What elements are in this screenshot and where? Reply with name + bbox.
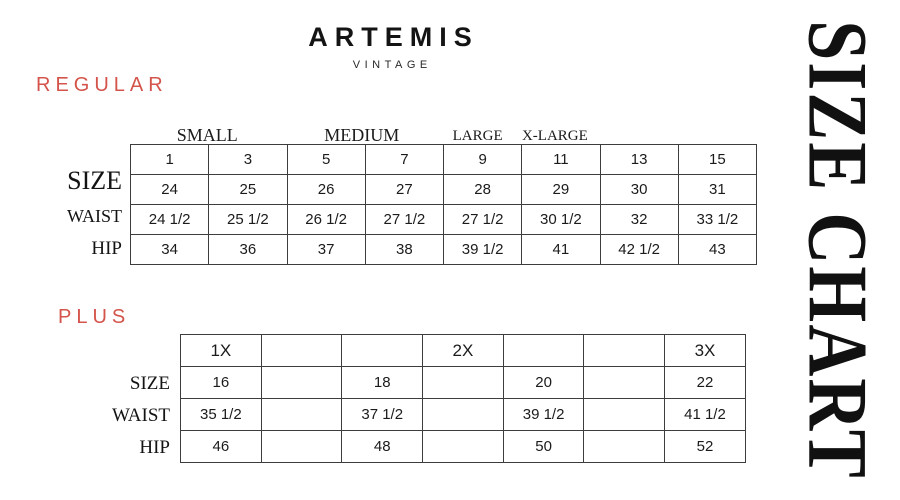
table-cell-empty xyxy=(583,366,666,399)
regular-row-label-gutter: SIZE WAIST HIP xyxy=(10,122,122,272)
table-cell-empty xyxy=(260,430,343,463)
table-cell-empty xyxy=(583,430,666,463)
table-cell: 24 xyxy=(129,174,210,205)
brand-subtitle: VINTAGE xyxy=(352,59,432,71)
category-label-small: SMALL xyxy=(176,125,238,145)
table-cell: 48 xyxy=(341,430,424,463)
side-title-size-chart: SIZE CHART xyxy=(790,20,885,480)
table-cell: 32 xyxy=(599,204,679,235)
regular-row-label-waist: WAIST xyxy=(67,206,122,226)
table-cell: 26 xyxy=(286,174,366,205)
regular-size-table: 1 3 5 7 9 11 13 15 24 25 26 27 28 29 30 31 24 1/2 25 1/2 2… xyxy=(129,144,758,265)
table-cell: 15 xyxy=(677,144,758,175)
table-cell: 30 1/2 xyxy=(521,204,601,235)
table-cell: 37 1/2 xyxy=(341,398,424,431)
table-cell-empty xyxy=(422,430,504,463)
table-cell-empty xyxy=(422,366,504,399)
table-cell: 1 xyxy=(129,144,210,175)
plus-row-label-size: SIZE xyxy=(129,373,170,394)
table-cell: 29 xyxy=(521,174,601,205)
plus-row-label-hip: HIP xyxy=(139,437,170,458)
section-label-regular: REGULAR xyxy=(36,74,168,96)
table-cell-empty xyxy=(260,398,343,431)
table-cell: 27 1/2 xyxy=(364,204,445,235)
table-row: 24 1/2 25 1/2 26 1/2 27 1/2 27 1/2 30 1/2 32 33… xyxy=(129,204,758,235)
table-cell: 31 xyxy=(677,174,758,205)
table-cell: 24 1/2 xyxy=(129,204,210,235)
table-cell: 41 1/2 xyxy=(664,398,746,431)
table-cell: 36 xyxy=(208,234,288,265)
table-cell: 22 xyxy=(664,366,746,399)
table-cell: 18 xyxy=(341,366,424,399)
table-cell: 25 xyxy=(208,174,288,205)
table-cell: 52 xyxy=(664,430,746,463)
table-cell: 26 1/2 xyxy=(286,204,366,235)
table-cell: 11 xyxy=(521,144,601,175)
category-label-large: LARGE xyxy=(452,128,503,144)
brand-name: ARTEMIS xyxy=(308,22,479,52)
table-cell: 35 1/2 xyxy=(180,398,262,431)
side-title-container: SIZE CHART xyxy=(775,0,900,500)
plus-size-chart-block: SIZE WAIST HIP 1X 2X 3X 16 18 20 22 35 1/2 37 1/… xyxy=(112,334,746,463)
regular-row-label-size: SIZE xyxy=(67,166,122,195)
table-cell: 38 xyxy=(364,234,445,265)
regular-size-chart-block: SMALL MEDIUM LARGE X-LARGE SIZE WAIST HIP 1… xyxy=(67,122,758,265)
table-cell: 27 xyxy=(364,174,445,205)
table-cell: 25 1/2 xyxy=(208,204,288,235)
plus-table-body: 1X 2X 3X 16 18 20 22 35 1/2 37 1/2 39 1/2 41 1/2 46… xyxy=(180,334,746,463)
category-label-x-large: X-LARGE xyxy=(521,128,588,144)
table-cell: 42 1/2 xyxy=(599,234,679,265)
table-cell: 3 xyxy=(208,144,288,175)
table-row: 1X 2X 3X xyxy=(180,334,746,367)
table-cell: 46 xyxy=(180,430,262,463)
table-cell: 39 1/2 xyxy=(442,234,523,265)
table-row: 35 1/2 37 1/2 39 1/2 41 1/2 xyxy=(180,398,746,431)
table-cell: 5 xyxy=(286,144,366,175)
table-cell: 37 xyxy=(286,234,366,265)
table-cell: 3X xyxy=(664,334,746,367)
table-cell: 28 xyxy=(442,174,523,205)
regular-table-body: 1 3 5 7 9 11 13 15 24 25 26 27 28 29 30 31 24 1/2 25 1/2 2… xyxy=(129,144,758,265)
table-cell: 43 xyxy=(677,234,758,265)
plus-row-label-waist: WAIST xyxy=(111,405,170,426)
table-cell: 33 1/2 xyxy=(677,204,758,235)
table-row: 1 3 5 7 9 11 13 15 xyxy=(129,144,758,175)
table-cell: 30 xyxy=(599,174,679,205)
table-cell-empty xyxy=(260,366,343,399)
table-cell: 2X xyxy=(422,334,504,367)
table-cell: 9 xyxy=(442,144,523,175)
table-cell: 1X xyxy=(180,334,262,367)
section-label-plus: PLUS xyxy=(58,306,131,328)
table-cell-empty xyxy=(502,334,585,367)
regular-category-header-row: SMALL MEDIUM LARGE X-LARGE xyxy=(130,122,757,144)
regular-row-label-hip: HIP xyxy=(91,238,122,259)
table-cell: 27 1/2 xyxy=(442,204,523,235)
table-cell-empty xyxy=(341,334,424,367)
table-cell: 7 xyxy=(364,144,445,175)
table-row: 34 36 37 38 39 1/2 41 42 1/2 43 xyxy=(129,234,758,265)
table-cell-empty xyxy=(422,398,504,431)
table-row: 46 48 50 52 xyxy=(180,430,746,463)
table-cell: 16 xyxy=(180,366,262,399)
plus-row-label-gutter: SIZE WAIST HIP xyxy=(70,334,170,484)
table-cell: 50 xyxy=(502,430,585,463)
brand-header: ARTEMIS VINTAGE xyxy=(0,22,780,72)
table-cell-empty xyxy=(260,334,343,367)
table-cell-empty xyxy=(583,334,666,367)
table-cell: 20 xyxy=(502,366,585,399)
table-cell-empty xyxy=(583,398,666,431)
table-cell: 39 1/2 xyxy=(502,398,585,431)
table-cell: 41 xyxy=(521,234,601,265)
plus-size-table: 1X 2X 3X 16 18 20 22 35 1/2 37 1/2 39 1/2 41 1/2 46… xyxy=(180,334,746,463)
table-cell: 34 xyxy=(129,234,210,265)
table-row: 24 25 26 27 28 29 30 31 xyxy=(129,174,758,205)
table-row: 16 18 20 22 xyxy=(180,366,746,399)
category-label-medium: MEDIUM xyxy=(324,125,400,145)
table-cell: 13 xyxy=(599,144,679,175)
